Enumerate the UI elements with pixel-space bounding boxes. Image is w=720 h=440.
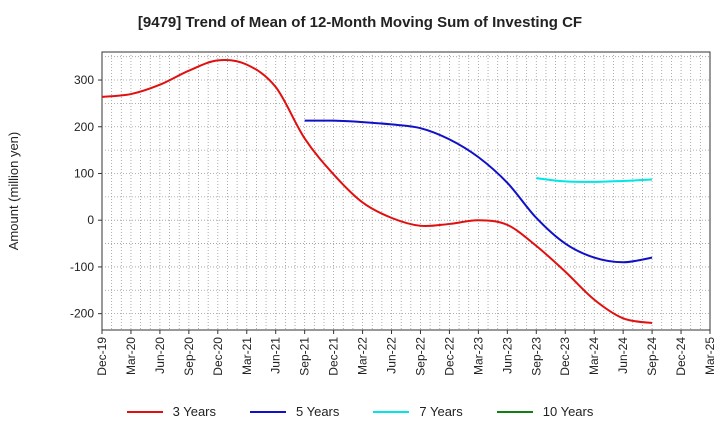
- x-tick-label: Jun-24: [616, 337, 630, 374]
- legend: 3 Years 5 Years 7 Years 10 Years: [0, 404, 720, 419]
- legend-item-7-years: 7 Years: [373, 404, 463, 419]
- legend-swatch: [496, 410, 533, 413]
- x-tick-label: Dec-22: [442, 337, 456, 376]
- x-tick-label: Jun-23: [500, 337, 514, 374]
- y-axis-label: Amount (million yen): [6, 132, 21, 251]
- series-line-7-years: [536, 177, 653, 183]
- x-tick-label: Dec-21: [327, 337, 341, 376]
- legend-label: 10 Years: [542, 404, 594, 419]
- x-tick-label: Sep-20: [182, 337, 196, 376]
- legend-swatch: [373, 410, 410, 413]
- x-tick-label: Jun-22: [385, 337, 399, 374]
- x-tick-label: Sep-22: [413, 337, 427, 376]
- x-tick-label: Dec-23: [558, 337, 572, 376]
- legend-item-5-years: 5 Years: [250, 404, 339, 419]
- x-tick-label: Sep-23: [529, 337, 543, 376]
- x-tick-label: Mar-20: [124, 337, 138, 375]
- legend-swatch: [250, 410, 286, 413]
- y-tick-label: -200: [70, 307, 94, 321]
- x-tick-label: Dec-19: [95, 337, 109, 376]
- x-tick-label: Mar-21: [240, 337, 254, 375]
- legend-label: 7 Years: [419, 404, 463, 419]
- x-tick-label: Dec-24: [674, 337, 688, 376]
- plot-frame: [101, 51, 711, 331]
- legend-label: 5 Years: [296, 404, 340, 419]
- y-tick-label: 0: [87, 213, 94, 227]
- y-tick-label: 300: [74, 73, 94, 87]
- x-tick-label: Dec-20: [211, 337, 225, 376]
- x-tick-label: Sep-24: [645, 337, 659, 376]
- legend-swatch: [126, 410, 163, 413]
- x-tick-label: Jun-20: [153, 337, 167, 374]
- x-tick-label: Jun-21: [269, 337, 283, 374]
- y-tick-label: -100: [70, 260, 94, 274]
- legend-label: 3 Years: [172, 404, 216, 419]
- legend-item-10-years: 10 Years: [496, 404, 594, 419]
- x-tick-label: Mar-25: [703, 337, 717, 375]
- x-tick-label: Mar-24: [587, 337, 601, 375]
- y-tick-label: 100: [74, 166, 94, 180]
- series-layer: [101, 59, 653, 324]
- y-tick-label: 200: [74, 120, 94, 134]
- x-axis: Dec-19 Mar-20 Jun-20 Sep-20 Dec-20 Mar-21 Jun-…: [95, 330, 717, 376]
- legend-item-3-years: 3 Years: [126, 404, 216, 419]
- grid: [102, 52, 710, 330]
- x-tick-label: Mar-22: [356, 337, 370, 375]
- series-line-5-years: [304, 119, 653, 264]
- chart-title: [9479] Trend of Mean of 12-Month Moving …: [137, 14, 583, 31]
- series-line-3-years: [101, 59, 653, 324]
- x-tick-label: Sep-21: [298, 337, 312, 376]
- x-tick-label: Mar-23: [471, 337, 485, 375]
- y-axis: 300 200 100 0 -100 -200: [70, 73, 102, 321]
